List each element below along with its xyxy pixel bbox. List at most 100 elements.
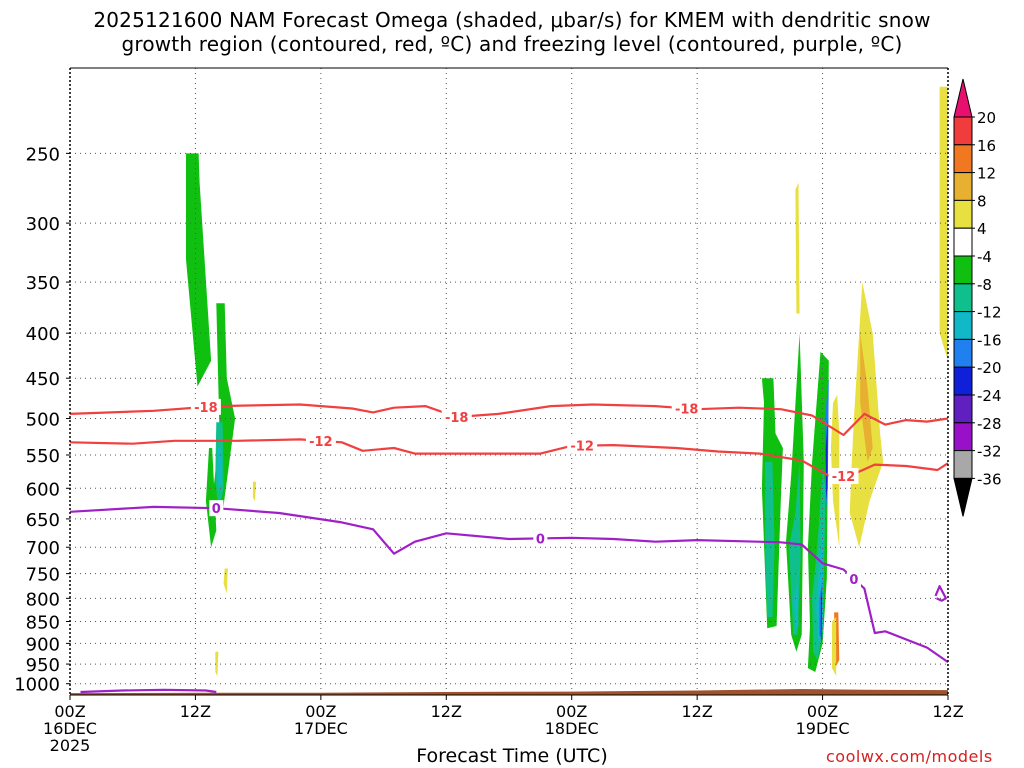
colorbar-segment-9 bbox=[953, 366, 973, 396]
contour-line-2 bbox=[69, 505, 949, 664]
colorbar-label-6: -8 bbox=[977, 276, 992, 294]
omega-region-16 bbox=[825, 418, 828, 501]
ground-surface-fill bbox=[70, 689, 948, 695]
colorbar-segment-6 bbox=[953, 283, 973, 313]
y-tick-label-600: 600 bbox=[26, 479, 60, 500]
omega-region-23 bbox=[223, 568, 228, 594]
x-tick-label: 12Z bbox=[180, 702, 211, 721]
contour-lines: -18 -18 -18 -12 -12 -12 0 0 0 bbox=[69, 398, 949, 694]
omega-region-0 bbox=[186, 153, 212, 387]
y-tick-label-650: 650 bbox=[26, 510, 60, 531]
y-tick-label-800: 800 bbox=[26, 589, 60, 610]
colorbar: 20 16 12 8 4 -4 -8 -12 -16 -20 -24 -28 -32 -36 bbox=[953, 78, 1002, 517]
contour-label: -18 bbox=[675, 402, 699, 417]
chart-title-line-1: 2025121600 NAM Forecast Omega (shaded, μ… bbox=[93, 8, 931, 32]
contour-label: 0 bbox=[536, 532, 545, 547]
x-tick-label: 00Z bbox=[54, 702, 85, 721]
x-axis-label: Forecast Time (UTC) bbox=[416, 745, 608, 767]
x-tick-label: 12Z bbox=[932, 702, 963, 721]
omega-region-19 bbox=[860, 333, 873, 462]
y-tick-label-500: 500 bbox=[26, 410, 60, 431]
colorbar-segment-5 bbox=[953, 255, 973, 285]
contour-line-4 bbox=[934, 585, 948, 602]
contour-label-bg bbox=[190, 398, 221, 415]
omega-region-4 bbox=[217, 448, 222, 489]
contour-label-bg bbox=[533, 530, 548, 547]
x-tick-label: 12Z bbox=[681, 702, 712, 721]
contour-label-bg bbox=[567, 437, 598, 454]
contour-label: -12 bbox=[309, 435, 333, 450]
contour-label-bg bbox=[846, 571, 861, 588]
y-tick-label-450: 450 bbox=[26, 369, 60, 390]
y-tick-label-400: 400 bbox=[26, 324, 60, 345]
x-tick-label: 12Z bbox=[431, 702, 462, 721]
colorbar-label-8: -16 bbox=[977, 331, 1002, 349]
x-tick-label: 17DEC bbox=[294, 719, 348, 738]
x-tick-label: 18DEC bbox=[545, 719, 599, 738]
x-tick-label: 16DEC bbox=[43, 719, 97, 738]
y-tick-label-750: 750 bbox=[26, 565, 60, 586]
contour-label: 0 bbox=[212, 502, 221, 517]
contour-label-bg bbox=[209, 500, 224, 517]
y-tick-label-550: 550 bbox=[26, 446, 60, 467]
x-tick-label: 00Z bbox=[556, 702, 587, 721]
omega-region-21 bbox=[795, 182, 800, 314]
omega-region-24 bbox=[215, 651, 219, 676]
colorbar-label-12: -32 bbox=[977, 443, 1002, 461]
x-tick-label: 19DEC bbox=[796, 719, 850, 738]
colorbar-label-7: -12 bbox=[977, 304, 1002, 322]
colorbar-label-11: -28 bbox=[977, 415, 1002, 433]
colorbar-segment-11 bbox=[953, 422, 973, 452]
omega-region-20 bbox=[939, 86, 948, 361]
y-tick-label-300: 300 bbox=[26, 214, 60, 235]
contour-label-bg bbox=[828, 467, 859, 484]
y-tick-label-700: 700 bbox=[26, 538, 60, 559]
colorbar-top-arrow bbox=[953, 78, 973, 118]
colorbar-segment-10 bbox=[953, 394, 973, 424]
credit-text: coolwx.com/models bbox=[826, 747, 993, 766]
y-tick-label-950: 950 bbox=[26, 655, 60, 676]
contour-label: 0 bbox=[849, 573, 858, 588]
omega-region-22 bbox=[252, 481, 257, 501]
colorbar-label-9: -20 bbox=[977, 359, 1002, 377]
y-axis-tick-labels: 2503003504004505005506006507007508008509… bbox=[14, 144, 70, 696]
colorbar-segment-12 bbox=[953, 450, 973, 479]
colorbar-segment-1 bbox=[953, 144, 973, 174]
colorbar-segment-2 bbox=[953, 172, 973, 201]
contour-label-bg bbox=[441, 408, 472, 425]
omega-region-1 bbox=[205, 448, 217, 548]
colorbar-segment-0 bbox=[953, 116, 973, 146]
colorbar-label-10: -24 bbox=[977, 387, 1002, 405]
colorbar-label-5: -4 bbox=[977, 248, 992, 266]
contour-label-bg bbox=[671, 400, 702, 417]
x-tick-label: 2025 bbox=[50, 736, 91, 755]
contour-label: -18 bbox=[445, 411, 469, 426]
contour-line-3 bbox=[80, 688, 217, 694]
y-tick-label-350: 350 bbox=[26, 273, 60, 294]
colorbar-label-1: 16 bbox=[977, 137, 996, 155]
colorbar-segment-8 bbox=[953, 338, 973, 368]
contour-label: -12 bbox=[570, 440, 594, 455]
colorbar-segment-4 bbox=[953, 227, 973, 257]
colorbar-label-2: 12 bbox=[977, 165, 996, 183]
omega-shaded-regions bbox=[186, 86, 948, 676]
contour-line-0 bbox=[69, 403, 949, 437]
colorbar-segment-3 bbox=[953, 199, 973, 229]
omega-region-9 bbox=[794, 583, 799, 631]
colorbar-label-4: 4 bbox=[977, 220, 987, 238]
contour-label: -18 bbox=[194, 401, 218, 416]
contour-label: -12 bbox=[832, 470, 856, 485]
colorbar-label-3: 8 bbox=[977, 192, 987, 210]
x-tick-label: 00Z bbox=[807, 702, 838, 721]
colorbar-label-13: -36 bbox=[977, 470, 1002, 488]
contour-label-bg bbox=[305, 432, 336, 449]
chart-title-line-2: growth region (contoured, red, ºC) and f… bbox=[121, 32, 903, 56]
plot-frame bbox=[69, 67, 949, 696]
omega-region-8 bbox=[789, 461, 801, 635]
omega-region-14 bbox=[820, 588, 822, 644]
ground-surface bbox=[70, 689, 948, 695]
x-tick-label: 00Z bbox=[305, 702, 336, 721]
y-tick-label-850: 850 bbox=[26, 613, 60, 634]
